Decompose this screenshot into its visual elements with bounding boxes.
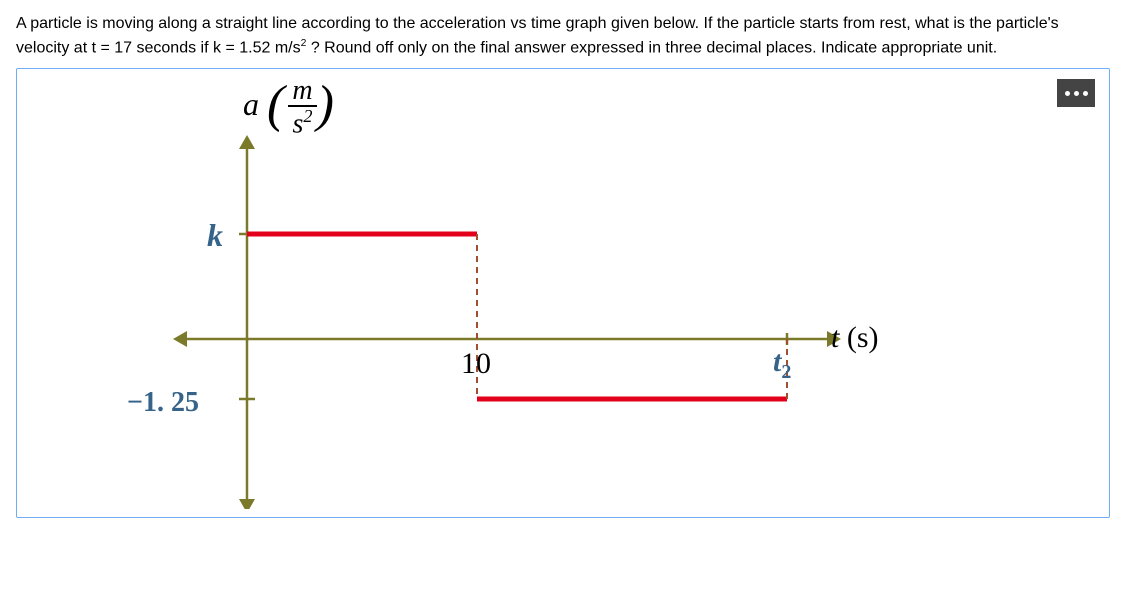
dots-icon: [1065, 91, 1070, 96]
x-axis-unit: (s): [847, 321, 879, 354]
neg-125-label: −1. 25: [127, 387, 199, 419]
y-axis-label: a (ms2): [243, 77, 334, 138]
dots-icon: [1074, 91, 1079, 96]
y-unit-num: m: [288, 77, 316, 107]
x-axis-var: t: [831, 321, 839, 354]
accel-vs-time-figure: a (ms2) k −1. 25 10 t2 t (s): [107, 79, 927, 509]
chart-svg: [107, 79, 927, 509]
y-unit-den-exp: 2: [303, 106, 312, 126]
t2-label: t2: [773, 345, 791, 384]
x-axis-label: t (s): [831, 321, 879, 355]
question-part2: ? Round off only on the final answer exp…: [306, 39, 997, 56]
k-label: k: [207, 217, 223, 254]
question-text: A particle is moving along a straight li…: [16, 12, 1110, 60]
y-unit-den: s: [292, 109, 303, 140]
t2-sub: 2: [781, 361, 791, 383]
graph-panel: a (ms2) k −1. 25 10 t2 t (s): [16, 68, 1110, 518]
more-options-button[interactable]: [1057, 79, 1095, 107]
y-axis-var: a: [243, 86, 259, 122]
dots-icon: [1083, 91, 1088, 96]
tick-10-label: 10: [461, 347, 491, 381]
